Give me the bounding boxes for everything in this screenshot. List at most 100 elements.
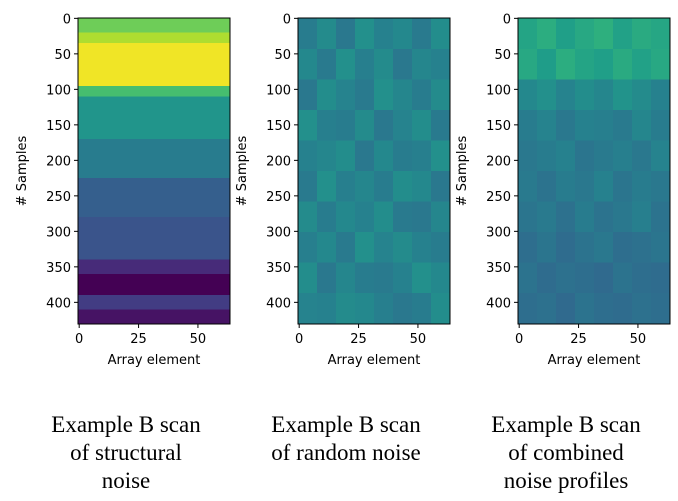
heatmap-cell [575,79,595,111]
caption-line: Example B scan [271,412,421,437]
heatmap-cell [78,18,231,33]
caption-line: of random noise [271,440,420,465]
heatmap-cell [431,232,451,263]
heatmap-cell [594,18,614,50]
y-tick-label: 50 [494,48,511,63]
heatmap-cell [355,171,375,202]
heatmap-cell [317,79,337,111]
x-tick-label: 25 [350,332,367,347]
heatmap-cell [632,262,652,294]
heatmap-cell [431,140,451,172]
x-axis-label: Array element [548,353,641,368]
heatmap-cell [355,140,375,172]
heatmap-cell [355,262,375,294]
heatmap-cell [431,48,451,80]
heatmap-cell [336,109,356,141]
heatmap-cell [613,293,633,325]
heatmap-cell [537,171,557,202]
heatmap-cell [317,18,337,50]
heatmap-cell [575,48,595,80]
y-axis-label: # Samples [15,136,30,207]
heatmap-cell [355,109,375,141]
heatmap-cell [537,293,557,325]
x-tick-label: 0 [515,332,523,347]
y-tick-label: 150 [486,119,511,134]
heatmap-cell [651,18,671,50]
heatmap-cell [537,140,557,172]
heatmap-cell [336,140,356,172]
y-tick-label: 350 [486,261,511,276]
heatmap-cell [556,48,576,80]
heatmap-cell [298,293,318,325]
heatmap-cell [78,32,231,44]
heatmap-cell [575,18,595,50]
y-tick-label: 0 [283,12,291,27]
y-tick-label: 400 [46,296,71,311]
heatmap-cell [518,232,538,263]
heatmap-cell [317,171,337,202]
heatmap-cell [78,217,231,261]
x-tick-label: 25 [130,332,147,347]
heatmap-cell [556,109,576,141]
heatmap-cell [431,109,451,141]
heatmap-cell [374,232,394,263]
heatmap-cell [412,232,432,263]
heatmap-cell [431,79,451,111]
heatmap-cell [412,201,432,233]
heatmap-cell [393,232,413,263]
heatmap-cell [78,295,231,310]
heatmap-cell [336,79,356,111]
heatmap-cell [575,293,595,325]
heatmap-cell [412,18,432,50]
heatmap-cell [575,109,595,141]
heatmap-cell [78,139,231,179]
heatmap-cell [374,79,394,111]
heatmap-cell [613,171,633,202]
heatmap-cell [317,232,337,263]
heatmap-cell [374,48,394,80]
heatmap-cell [317,293,337,325]
heatmap-cell [336,293,356,325]
heatmap-cell [575,201,595,233]
heatmap-cell [518,48,538,80]
heatmap-cell [412,293,432,325]
heatmap-cell [393,48,413,80]
heatmap-cell [518,79,538,111]
heatmap-cell [632,201,652,233]
heatmap-cell [78,96,231,140]
heatmap-cell [632,109,652,141]
x-tick-label: 0 [295,332,303,347]
heatmap-cell [556,18,576,50]
y-tick-label: 100 [266,83,291,98]
caption-line: of structural [70,440,182,465]
heatmap-cell [412,262,432,294]
y-tick-label: 350 [46,261,71,276]
heatmap-cell [298,262,318,294]
heatmap-cell [412,79,432,111]
heatmap-cell [298,232,318,263]
heatmap-cell [613,79,633,111]
heatmap-cell [298,201,318,233]
heatmap-cell [632,171,652,202]
heatmap-cell [298,79,318,111]
heatmap-cell [355,201,375,233]
caption-line: Example B scan [491,412,641,437]
heatmap-cell [336,18,356,50]
heatmap-cell [518,109,538,141]
y-axis-label: # Samples [455,136,470,207]
y-tick-label: 400 [486,296,511,311]
heatmap-cell [78,309,231,325]
y-tick-label: 300 [46,225,71,240]
heatmap-cell [651,109,671,141]
heatmap-cell [556,171,576,202]
y-tick-label: 300 [486,225,511,240]
heatmap-cell [317,140,337,172]
y-tick-label: 100 [46,83,71,98]
heatmap-cell [594,232,614,263]
heatmap-cell [575,262,595,294]
heatmap-cell [431,293,451,325]
heatmap-cell [537,79,557,111]
heatmap-cell [78,178,231,218]
heatmap-cell [393,140,413,172]
